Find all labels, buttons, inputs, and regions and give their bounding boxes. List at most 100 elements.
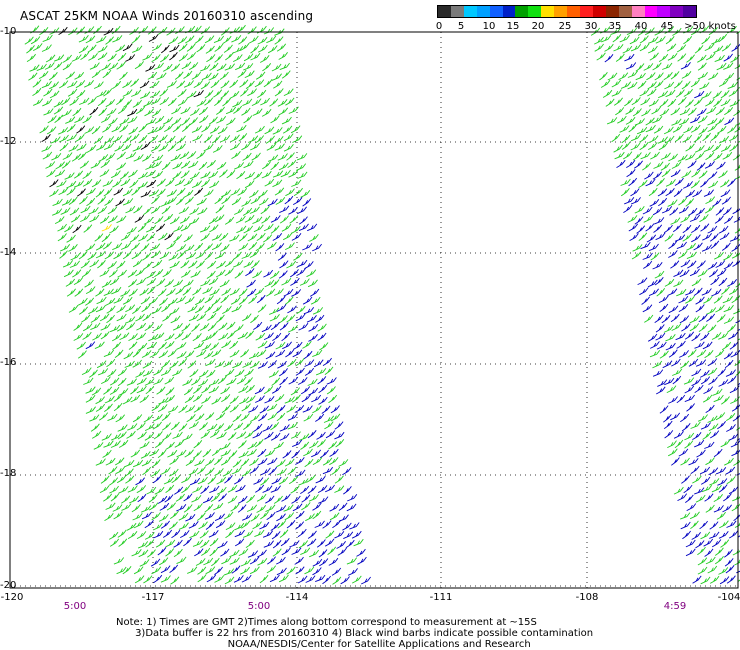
wind-barb bbox=[183, 178, 194, 187]
wind-barb bbox=[283, 133, 294, 142]
wind-barb bbox=[271, 63, 282, 72]
wind-barb bbox=[181, 61, 192, 70]
wind-barb bbox=[278, 574, 289, 583]
wind-barb bbox=[715, 260, 726, 268]
wind-barb bbox=[697, 414, 708, 422]
wind-barb bbox=[316, 539, 326, 548]
wind-barb bbox=[65, 116, 76, 124]
wind-barb bbox=[238, 36, 248, 45]
wind-barb bbox=[135, 268, 145, 277]
wind-barb bbox=[697, 566, 708, 575]
colorbar-label: 25 bbox=[558, 21, 572, 32]
wind-barb bbox=[158, 297, 168, 306]
wind-barb bbox=[668, 305, 679, 314]
wind-barb bbox=[247, 441, 258, 450]
wind-barb bbox=[736, 438, 740, 441]
lat-label: -14 bbox=[0, 247, 17, 258]
wind-barb bbox=[725, 413, 736, 421]
wind-barb bbox=[197, 207, 208, 215]
wind-barb bbox=[691, 532, 701, 540]
wind-barb bbox=[685, 288, 696, 296]
wind-barb bbox=[228, 450, 238, 459]
wind-barb bbox=[650, 252, 660, 261]
wind-barb bbox=[180, 106, 191, 115]
wind-barb bbox=[724, 549, 733, 558]
wind-barb bbox=[209, 62, 219, 71]
wind-barb bbox=[324, 366, 334, 375]
wind-barb bbox=[720, 179, 730, 188]
wind-barb bbox=[653, 224, 663, 233]
wind-barb bbox=[717, 421, 726, 430]
wind-barb bbox=[153, 574, 163, 584]
wind-barb bbox=[270, 215, 281, 223]
wind-barb bbox=[664, 135, 675, 144]
wind-barb bbox=[177, 89, 187, 98]
wind-barb bbox=[241, 574, 252, 583]
wind-barb bbox=[146, 341, 158, 350]
wind-barb bbox=[95, 250, 106, 259]
wind-barb bbox=[668, 349, 678, 358]
wind-barb bbox=[272, 170, 284, 178]
wind-barb bbox=[178, 206, 189, 214]
wind-barb bbox=[605, 98, 615, 107]
wind-barb bbox=[83, 224, 93, 233]
wind-barb bbox=[694, 341, 705, 349]
wind-barb bbox=[117, 529, 127, 538]
wind-barb bbox=[289, 215, 299, 224]
wind-barb bbox=[128, 341, 138, 350]
wind-barb bbox=[131, 549, 142, 557]
wind-barb bbox=[697, 62, 707, 71]
wind-barb bbox=[166, 189, 177, 197]
wind-barb bbox=[270, 422, 280, 431]
wind-barb bbox=[594, 36, 604, 45]
wind-barb bbox=[639, 142, 649, 151]
wind-barb bbox=[645, 124, 656, 133]
wind-barb bbox=[278, 162, 289, 171]
wind-barb bbox=[732, 153, 740, 161]
wind-barb bbox=[714, 556, 724, 565]
wind-barb bbox=[705, 556, 716, 565]
wind-barb bbox=[208, 171, 219, 179]
wind-barb bbox=[624, 197, 635, 205]
wind-barb bbox=[118, 388, 129, 396]
wind-barb bbox=[229, 79, 239, 88]
wind-barb bbox=[673, 269, 684, 278]
wind-barb bbox=[170, 576, 180, 585]
wind-barb bbox=[205, 521, 215, 530]
wind-barb bbox=[291, 547, 302, 555]
wind-barb bbox=[68, 27, 78, 36]
wind-barb bbox=[130, 449, 141, 458]
wind-barb bbox=[91, 69, 101, 78]
wind-barb bbox=[276, 556, 286, 565]
wind-barb bbox=[85, 406, 96, 414]
wind-barb bbox=[706, 106, 717, 115]
wind-barb bbox=[97, 45, 108, 53]
wind-barb bbox=[195, 251, 206, 260]
wind-barb bbox=[293, 341, 303, 350]
wind-barb bbox=[120, 178, 131, 187]
wind-barb bbox=[259, 521, 270, 530]
wind-barb bbox=[668, 153, 678, 162]
wind-barb bbox=[226, 170, 236, 179]
wind-barb bbox=[634, 118, 645, 126]
wind-barb bbox=[144, 532, 155, 540]
wind-barb bbox=[722, 207, 732, 216]
wind-barb bbox=[53, 106, 64, 115]
wind-barb bbox=[728, 88, 739, 97]
wind-barb bbox=[217, 541, 228, 549]
wind-barb bbox=[101, 433, 112, 441]
wind-barb bbox=[121, 143, 132, 152]
wind-barb bbox=[648, 288, 659, 297]
wind-barb bbox=[702, 341, 713, 350]
wind-barb bbox=[718, 225, 729, 234]
wind-barb bbox=[656, 178, 665, 187]
wind-barb bbox=[176, 187, 186, 196]
wind-barb bbox=[101, 224, 112, 232]
wind-barb bbox=[160, 565, 171, 574]
wind-barb bbox=[149, 243, 161, 251]
wind-barb bbox=[158, 350, 169, 359]
wind-barb bbox=[724, 558, 734, 567]
wind-barb bbox=[725, 466, 736, 475]
wind-barb bbox=[607, 72, 618, 81]
wind-barb bbox=[325, 484, 335, 493]
